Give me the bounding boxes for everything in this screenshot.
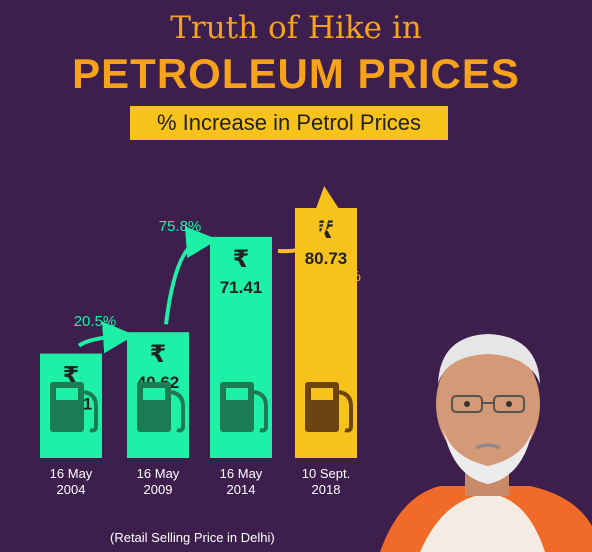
currency-symbol: ₹: [150, 340, 167, 368]
fuel-pump-hose: [253, 390, 268, 433]
fuel-pump-window: [311, 388, 333, 400]
fuel-pump-hose: [170, 390, 185, 433]
footnote: (Retail Selling Price in Delhi): [110, 530, 275, 545]
title-line-2: PETROLEUM PRICES: [72, 50, 520, 97]
category-label: 16 May: [220, 466, 263, 481]
person-portrait: [380, 334, 592, 552]
title-line-1: Truth of Hike in: [170, 10, 422, 46]
increase-label: 75.8%: [159, 218, 202, 235]
increase-arrow: [77, 321, 135, 354]
fuel-pump-window: [143, 388, 165, 400]
increase-label: 20.5%: [74, 313, 117, 330]
subtitle-banner: % Increase in Petrol Prices: [130, 106, 448, 140]
fuel-pump-window: [56, 388, 78, 400]
fuel-pump-hose: [83, 390, 98, 433]
value-label: 80.73: [305, 249, 348, 268]
value-label: 71.41: [220, 278, 263, 297]
category-label: 2009: [144, 482, 173, 497]
category-label: 10 Sept.: [302, 466, 350, 481]
category-label: 2014: [227, 482, 256, 497]
category-label: 2004: [57, 482, 86, 497]
increase-label: 13%: [331, 268, 361, 285]
category-label: 2018: [312, 482, 341, 497]
fuel-pump-hose: [338, 390, 353, 433]
increase-arrow: [164, 226, 218, 325]
category-label: 16 May: [50, 466, 93, 481]
fuel-pump-window: [226, 388, 248, 400]
currency-symbol: ₹: [233, 245, 250, 273]
increase-arrow: [277, 186, 344, 254]
category-label: 16 May: [137, 466, 180, 481]
